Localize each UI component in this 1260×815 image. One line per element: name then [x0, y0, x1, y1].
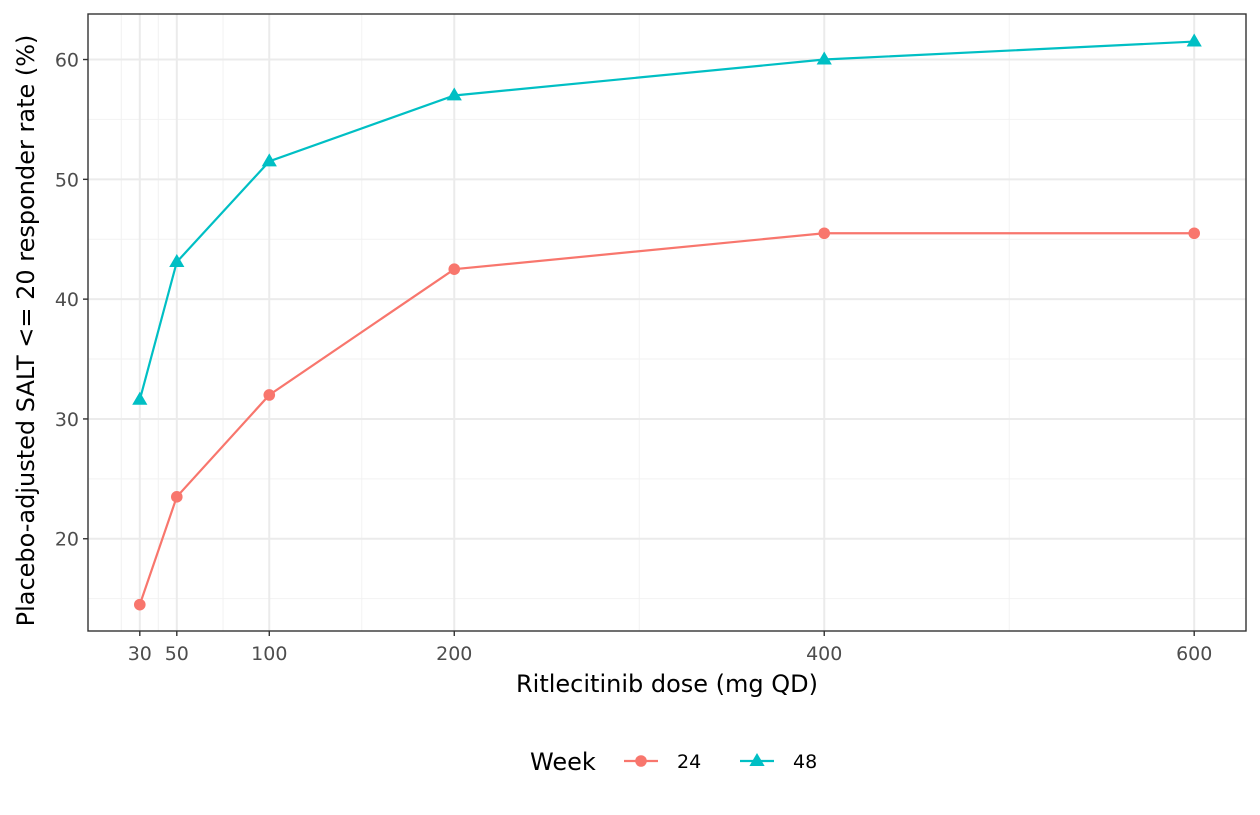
y-tick-label: 50 [55, 169, 79, 191]
x-axis-title: Ritlecitinib dose (mg QD) [516, 670, 818, 698]
y-tick-label: 40 [55, 289, 79, 311]
x-tick-label: 400 [806, 643, 842, 665]
legend-label: 24 [677, 751, 701, 773]
data-point-week-24 [263, 389, 276, 401]
data-point-week-24 [448, 263, 461, 275]
series-week-24 [133, 227, 1201, 611]
grid [88, 14, 1246, 631]
y-axis-title: Placebo-adjusted SALT <= 20 responder ra… [12, 35, 40, 627]
x-tick-label: 200 [436, 643, 472, 665]
legend-title: Week [530, 748, 596, 776]
series-week-48 [132, 33, 1202, 405]
legend-key-marker [635, 755, 647, 767]
data-point-week-48 [169, 253, 185, 267]
data-point-week-48 [1186, 33, 1202, 47]
data-point-week-24 [1188, 227, 1201, 240]
legend: Week 24 48 [530, 748, 817, 776]
data-point-week-24 [133, 598, 146, 611]
data-point-week-24 [818, 227, 831, 240]
data-point-week-48 [446, 87, 462, 101]
x-tick-label: 50 [165, 643, 189, 665]
legend-item-week-48: 48 [740, 751, 817, 773]
legend-key-marker [749, 753, 765, 766]
data-point-week-48 [132, 391, 148, 405]
x-tick-label: 30 [128, 643, 152, 665]
y-tick-label: 20 [55, 529, 79, 551]
legend-item-week-24: 24 [624, 751, 701, 773]
series-layer [132, 33, 1202, 611]
y-tick-label: 30 [55, 409, 79, 431]
x-tick-label: 600 [1176, 643, 1212, 665]
axes: 20 30 40 50 60 30 50 100 200 400 600 [55, 50, 1213, 665]
data-point-week-48 [261, 153, 277, 167]
data-point-week-24 [170, 491, 183, 503]
x-tick-label: 100 [251, 643, 287, 665]
plot-panel-border [87, 13, 1247, 632]
legend-label: 48 [793, 751, 817, 773]
legend-items: 24 48 [624, 751, 817, 773]
series-line-week-24 [138, 232, 1195, 605]
series-line-week-48 [138, 40, 1195, 401]
y-tick-label: 60 [55, 50, 79, 72]
data-point-week-48 [816, 51, 832, 65]
